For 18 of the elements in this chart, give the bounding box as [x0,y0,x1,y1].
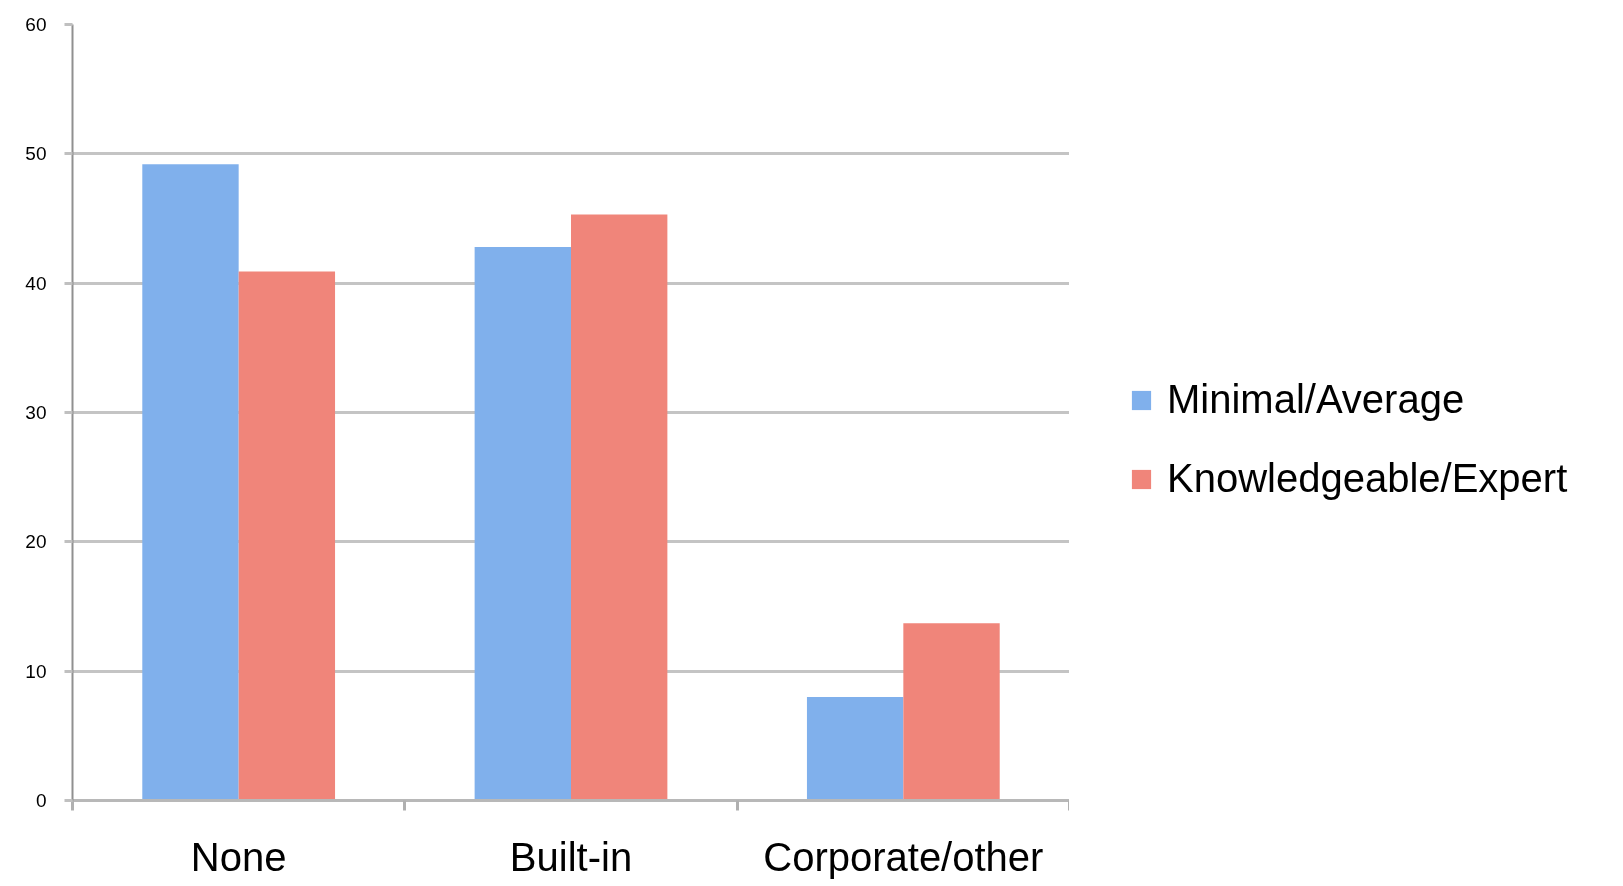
legend-label: Minimal/Average [1167,376,1465,423]
y-tick-label: 20 [25,531,47,553]
bar [571,214,668,801]
x-tick-label: Corporate/other [763,834,1044,879]
y-tick-label: 50 [25,143,47,165]
y-tick-label: 30 [25,402,47,423]
bar [903,623,1000,801]
legend-label: Knowledgeable/Expert [1167,455,1568,502]
y-tick-label: 10 [25,660,47,682]
bar [806,697,904,801]
y-tick-label: 0 [35,790,47,811]
y-tick-label: 60 [25,14,47,35]
bar [474,246,571,801]
bar [142,164,239,801]
x-tick-label: Built-in [509,834,633,879]
bar [238,271,336,801]
x-tick-label: None [190,834,287,879]
y-tick-label: 40 [25,272,47,294]
